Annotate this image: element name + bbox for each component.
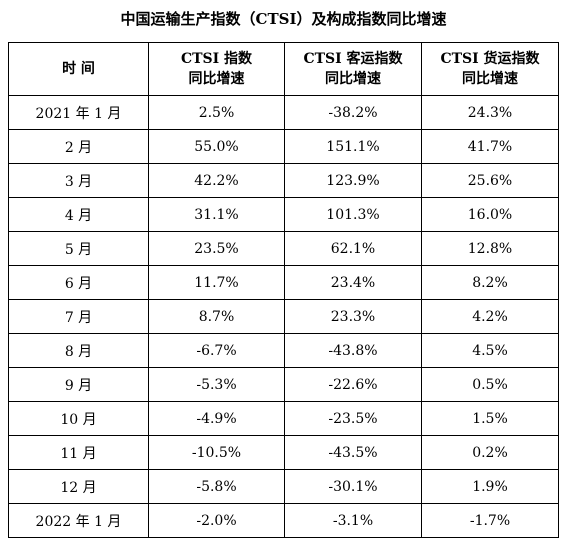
cell-passenger: -22.6% [284, 367, 422, 402]
table-row: 10 月 -4.9% -23.5% 1.5% [8, 401, 559, 436]
ctsi-table: 时 间 CTSI 指数 同比增速 CTSI 客运指数 同比增速 CTSI 货运指… [8, 42, 559, 538]
cell-freight: 0.2% [421, 435, 559, 470]
cell-ctsi: -10.5% [148, 435, 285, 470]
cell-ctsi: 8.7% [148, 299, 285, 334]
cell-period: 6 月 [8, 265, 149, 300]
header-ctsi-line1: CTSI 指数 [180, 51, 253, 67]
cell-ctsi: 2.5% [148, 95, 285, 130]
cell-ctsi: 55.0% [148, 129, 285, 164]
cell-passenger: 123.9% [284, 163, 422, 198]
cell-ctsi: -5.8% [148, 469, 285, 504]
table-row: 6 月 11.7% 23.4% 8.2% [8, 265, 559, 300]
cell-period: 3 月 [8, 163, 149, 198]
header-passenger-line1: CTSI 客运指数 [303, 51, 403, 67]
cell-passenger: 151.1% [284, 129, 422, 164]
cell-period: 10 月 [8, 401, 149, 436]
table-row: 3 月 42.2% 123.9% 25.6% [8, 163, 559, 198]
cell-passenger: -30.1% [284, 469, 422, 504]
cell-freight: -1.7% [421, 503, 559, 538]
cell-period: 2022 年 1 月 [8, 503, 149, 538]
cell-period: 5 月 [8, 231, 149, 266]
cell-freight: 4.2% [421, 299, 559, 334]
table-row: 9 月 -5.3% -22.6% 0.5% [8, 367, 559, 402]
table-title: 中国运输生产指数（CTSI）及构成指数同比增速 [120, 10, 447, 28]
header-freight-line2: 同比增速 [462, 71, 518, 87]
cell-passenger: 101.3% [284, 197, 422, 232]
header-passenger-line2: 同比增速 [325, 71, 381, 87]
table-row: 4 月 31.1% 101.3% 16.0% [8, 197, 559, 232]
cell-ctsi: 11.7% [148, 265, 285, 300]
cell-period: 12 月 [8, 469, 149, 504]
cell-freight: 4.5% [421, 333, 559, 368]
cell-ctsi: 42.2% [148, 163, 285, 198]
header-ctsi: CTSI 指数 同比增速 [148, 42, 285, 96]
cell-period: 8 月 [8, 333, 149, 368]
cell-ctsi: -6.7% [148, 333, 285, 368]
cell-period: 2021 年 1 月 [8, 95, 149, 130]
cell-freight: 1.9% [421, 469, 559, 504]
cell-freight: 0.5% [421, 367, 559, 402]
table-row: 2022 年 1 月 -2.0% -3.1% -1.7% [8, 503, 559, 538]
table-row: 12 月 -5.8% -30.1% 1.9% [8, 469, 559, 504]
header-time: 时 间 [8, 42, 149, 96]
cell-ctsi: -2.0% [148, 503, 285, 538]
cell-freight: 12.8% [421, 231, 559, 266]
cell-passenger: -43.8% [284, 333, 422, 368]
header-freight-line1: CTSI 货运指数 [440, 51, 540, 67]
cell-ctsi: 23.5% [148, 231, 285, 266]
cell-freight: 1.5% [421, 401, 559, 436]
table-row: 7 月 8.7% 23.3% 4.2% [8, 299, 559, 334]
cell-passenger: -3.1% [284, 503, 422, 538]
cell-ctsi: -5.3% [148, 367, 285, 402]
cell-period: 7 月 [8, 299, 149, 334]
cell-passenger: 23.3% [284, 299, 422, 334]
cell-passenger: -38.2% [284, 95, 422, 130]
table-row: 8 月 -6.7% -43.8% 4.5% [8, 333, 559, 368]
cell-period: 9 月 [8, 367, 149, 402]
header-time-label: 时 间 [62, 61, 95, 77]
cell-ctsi: -4.9% [148, 401, 285, 436]
cell-passenger: -23.5% [284, 401, 422, 436]
header-freight: CTSI 货运指数 同比增速 [421, 42, 559, 96]
table-row: 5 月 23.5% 62.1% 12.8% [8, 231, 559, 266]
table-row: 2021 年 1 月 2.5% -38.2% 24.3% [8, 95, 559, 130]
cell-freight: 8.2% [421, 265, 559, 300]
cell-freight: 24.3% [421, 95, 559, 130]
table-row: 11 月 -10.5% -43.5% 0.2% [8, 435, 559, 470]
cell-passenger: -43.5% [284, 435, 422, 470]
cell-freight: 41.7% [421, 129, 559, 164]
cell-period: 11 月 [8, 435, 149, 470]
cell-period: 4 月 [8, 197, 149, 232]
header-ctsi-line2: 同比增速 [188, 71, 245, 87]
cell-passenger: 62.1% [284, 231, 422, 266]
cell-freight: 25.6% [421, 163, 559, 198]
header-row: 时 间 CTSI 指数 同比增速 CTSI 客运指数 同比增速 CTSI 货运指… [8, 42, 559, 96]
table-row: 2 月 55.0% 151.1% 41.7% [8, 129, 559, 164]
cell-ctsi: 31.1% [148, 197, 285, 232]
cell-freight: 16.0% [421, 197, 559, 232]
cell-period: 2 月 [8, 129, 149, 164]
cell-passenger: 23.4% [284, 265, 422, 300]
header-passenger: CTSI 客运指数 同比增速 [284, 42, 422, 96]
table-body: 2021 年 1 月 2.5% -38.2% 24.3% 2 月 55.0% 151.1%… [8, 95, 559, 538]
